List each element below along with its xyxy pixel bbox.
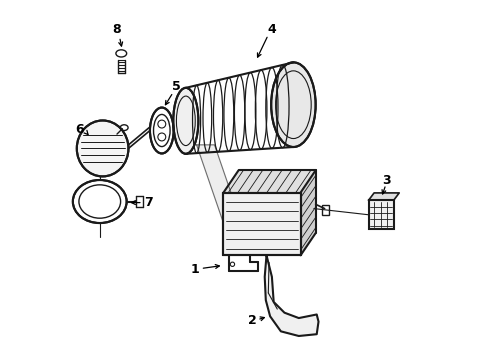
Text: 6: 6: [76, 122, 84, 136]
Polygon shape: [368, 193, 399, 200]
Text: 1: 1: [191, 263, 199, 276]
Polygon shape: [196, 145, 242, 223]
Bar: [368, 200, 394, 229]
Ellipse shape: [271, 62, 316, 147]
Text: 3: 3: [382, 174, 391, 186]
FancyBboxPatch shape: [223, 193, 300, 255]
Text: 4: 4: [268, 23, 276, 36]
Polygon shape: [300, 170, 316, 255]
Ellipse shape: [73, 180, 126, 223]
Text: 2: 2: [248, 314, 257, 327]
Text: 7: 7: [144, 196, 152, 209]
Text: 8: 8: [113, 23, 122, 36]
Ellipse shape: [150, 108, 173, 153]
Ellipse shape: [173, 88, 198, 154]
Polygon shape: [265, 255, 318, 336]
Ellipse shape: [77, 121, 128, 176]
Text: 5: 5: [172, 80, 181, 93]
Polygon shape: [223, 170, 316, 193]
Bar: [322, 204, 329, 215]
